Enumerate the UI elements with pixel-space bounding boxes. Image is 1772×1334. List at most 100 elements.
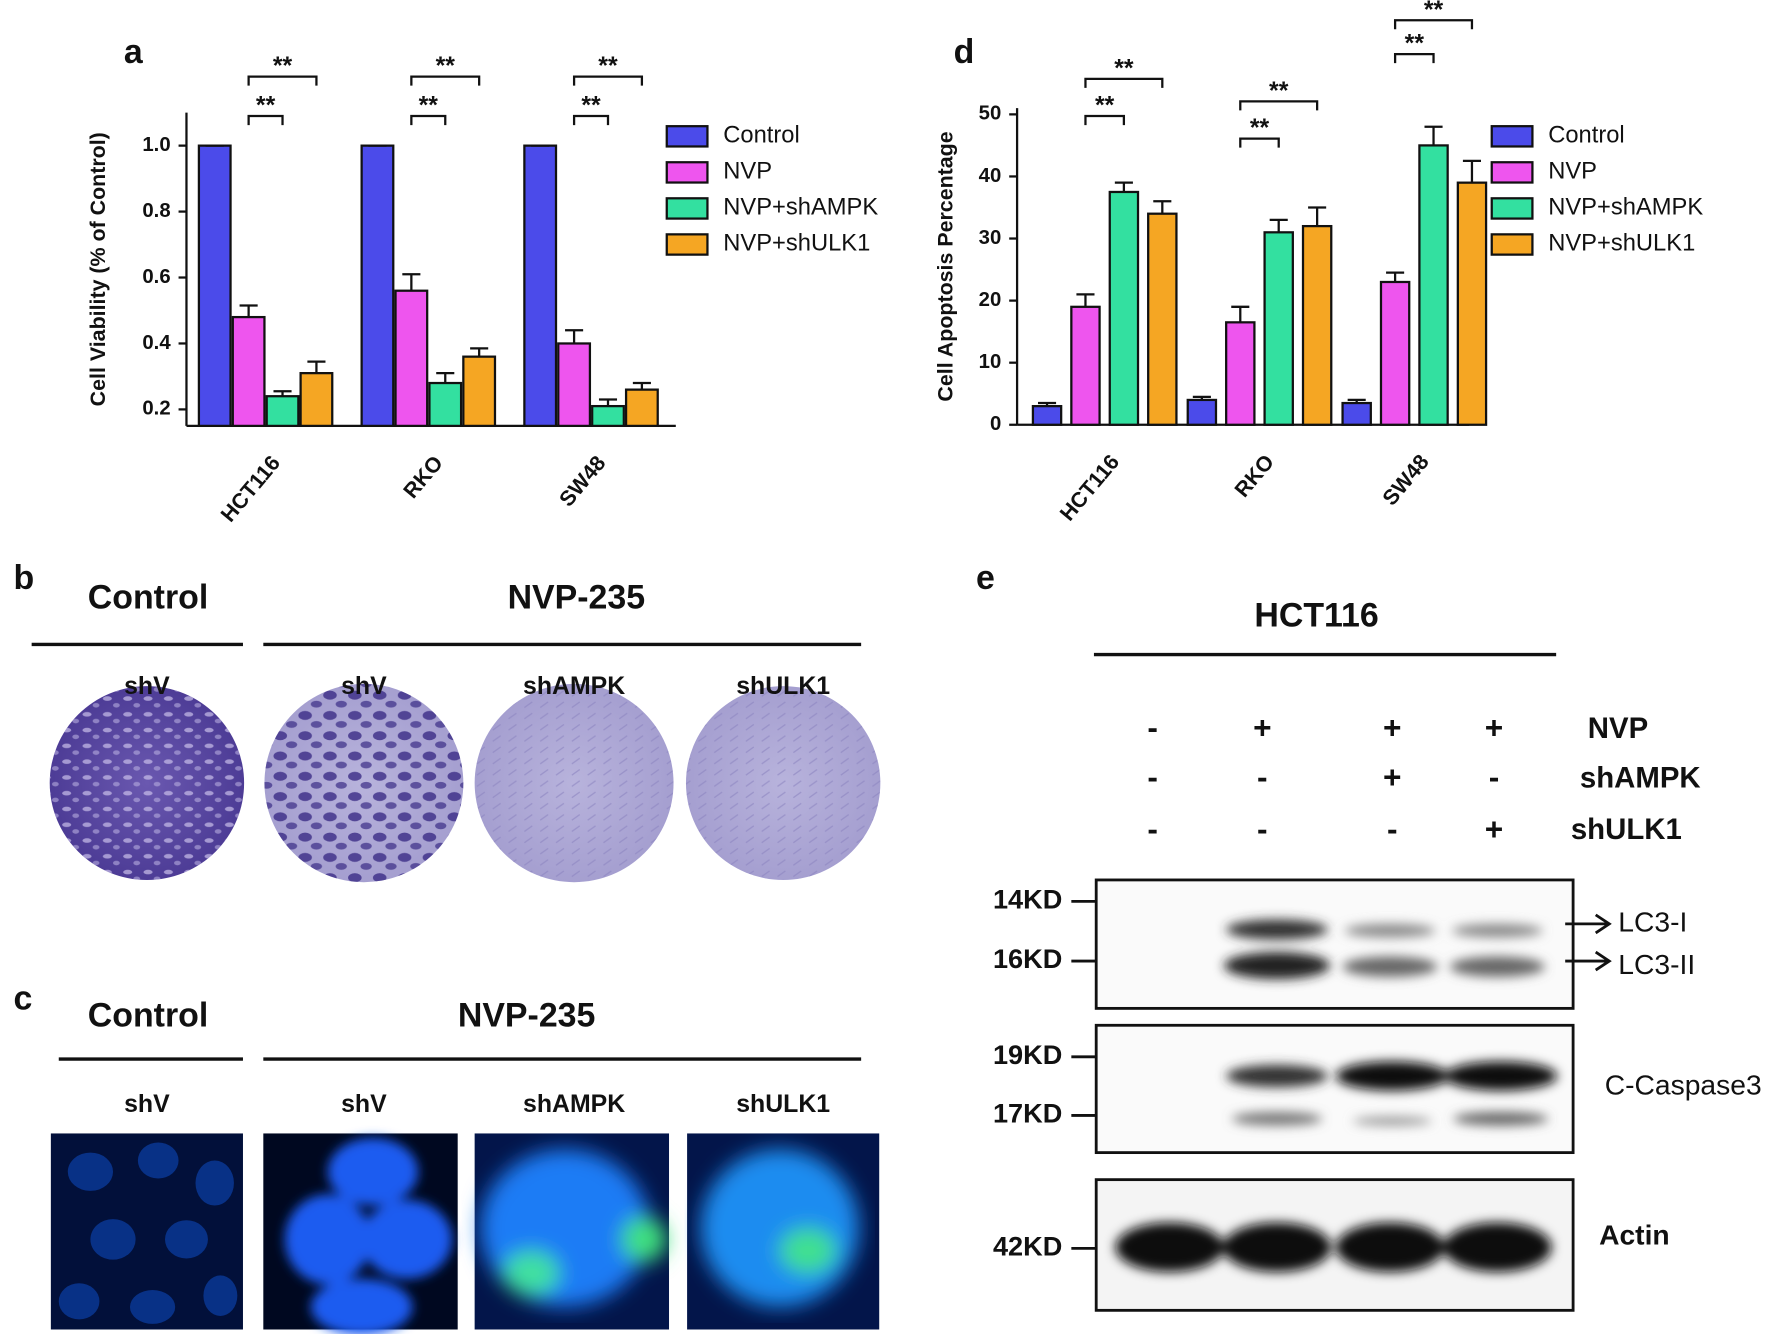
significance-bracket xyxy=(1239,137,1280,148)
bar xyxy=(428,381,463,428)
lane-label: shV xyxy=(124,1091,170,1118)
lane-label: shV xyxy=(124,673,170,700)
panel-letter: e xyxy=(976,559,995,597)
significance-label: ** xyxy=(598,53,618,80)
error-bar xyxy=(273,390,292,397)
group-label: NVP-235 xyxy=(458,996,596,1034)
treatment-sign: - xyxy=(1257,759,1268,795)
x-tick-label: SW48 xyxy=(555,451,611,511)
bar xyxy=(591,404,625,428)
error-bar xyxy=(1386,271,1405,282)
significance-label: ** xyxy=(419,93,439,120)
treatment-sign: - xyxy=(1147,709,1158,745)
y-tick-label: 50 xyxy=(979,103,1002,125)
treatment-label: shAMPK xyxy=(1580,761,1701,794)
bar xyxy=(1456,181,1488,426)
error-bar xyxy=(1308,206,1327,227)
panel-letter: d xyxy=(954,33,975,71)
treatment-sign: + xyxy=(1253,709,1271,745)
bar xyxy=(1263,231,1294,426)
treatment-sign: + xyxy=(1383,759,1401,795)
significance-bracket xyxy=(410,75,481,86)
significance-label: ** xyxy=(273,53,293,80)
lane-label: shULK1 xyxy=(736,673,830,700)
bar xyxy=(1147,212,1178,426)
treatment-label: shULK1 xyxy=(1571,813,1682,846)
bar xyxy=(1341,401,1372,426)
bar xyxy=(360,144,395,428)
group-label: Control xyxy=(88,996,208,1034)
bar xyxy=(1379,280,1411,426)
significance-label: ** xyxy=(1405,31,1425,58)
significance-label: ** xyxy=(436,53,456,80)
significance-bracket xyxy=(1393,19,1474,30)
x-tick-label: HCT116 xyxy=(216,451,285,527)
bar xyxy=(1301,224,1333,426)
significance-bracket xyxy=(247,75,318,86)
band-label: C-Caspase3 xyxy=(1605,1069,1762,1101)
error-bar xyxy=(1037,401,1057,407)
group-label: Control xyxy=(88,578,208,616)
error-bar xyxy=(307,360,326,374)
x-tick-label: HCT116 xyxy=(1055,450,1124,526)
band-label: Actin xyxy=(1599,1219,1670,1251)
bar xyxy=(299,372,334,428)
error-bar xyxy=(1153,200,1172,214)
significance-bracket xyxy=(572,114,610,126)
lane-label: shAMPK xyxy=(523,673,625,700)
bar xyxy=(1186,398,1218,426)
y-tick-label: 0.2 xyxy=(142,398,170,420)
treatment-sign: - xyxy=(1387,811,1398,847)
x-tick-label: RKO xyxy=(399,451,448,503)
legend-label: Control xyxy=(723,123,799,149)
significance-label: ** xyxy=(1114,55,1134,82)
legend-swatch xyxy=(665,125,709,148)
y-tick-label: 0.8 xyxy=(142,200,170,222)
colony-dishes xyxy=(49,683,881,883)
legend-swatch xyxy=(665,161,709,184)
error-bar xyxy=(470,347,489,357)
legend-label: NVP xyxy=(723,159,772,185)
bar xyxy=(624,388,659,428)
y-tick-label: 0.4 xyxy=(142,332,171,354)
bar xyxy=(231,315,266,428)
bar xyxy=(1108,190,1140,426)
legend-label: Control xyxy=(1548,123,1624,149)
y-tick-label: 0.6 xyxy=(142,266,170,288)
size-marker: 19KD xyxy=(993,1039,1062,1070)
bar xyxy=(1225,321,1256,426)
error-bar xyxy=(598,398,618,407)
bar xyxy=(197,144,232,428)
western-blots xyxy=(1094,878,1575,1312)
size-marker: 42KD xyxy=(993,1231,1062,1262)
significance-bracket xyxy=(247,114,284,126)
legend-swatch xyxy=(1490,197,1534,220)
y-axis-label: Cell Viability (% of Control) xyxy=(86,132,110,406)
significance-label: ** xyxy=(1095,93,1115,120)
y-axis-label: Cell Apoptosis Percentage xyxy=(934,131,958,401)
treatment-sign: + xyxy=(1383,709,1401,745)
y-tick-label: 30 xyxy=(979,227,1002,249)
size-marker: 14KD xyxy=(993,884,1062,915)
panel-letter: a xyxy=(124,33,144,71)
x-tick-label: RKO xyxy=(1230,450,1279,502)
treatment-sign: - xyxy=(1147,811,1158,847)
error-bar xyxy=(1192,395,1211,400)
lane-label: shAMPK xyxy=(523,1091,625,1118)
band-label: LC3-II xyxy=(1618,948,1695,980)
legend-swatch xyxy=(665,233,709,256)
group-label: NVP-235 xyxy=(508,578,646,616)
bar xyxy=(1418,144,1449,426)
error-bar xyxy=(1114,181,1133,192)
y-tick-label: 10 xyxy=(979,351,1002,373)
lane-label: shV xyxy=(341,673,387,700)
size-marker: 17KD xyxy=(993,1098,1062,1129)
treatment-sign: + xyxy=(1485,811,1503,847)
legend-label: NVP+shAMPK xyxy=(1548,195,1703,221)
significance-label: ** xyxy=(1269,78,1289,105)
lane-label: shULK1 xyxy=(736,1091,830,1118)
treatment-label: NVP xyxy=(1588,712,1648,745)
error-bar xyxy=(1424,125,1443,146)
treatment-sign: + xyxy=(1485,709,1503,745)
